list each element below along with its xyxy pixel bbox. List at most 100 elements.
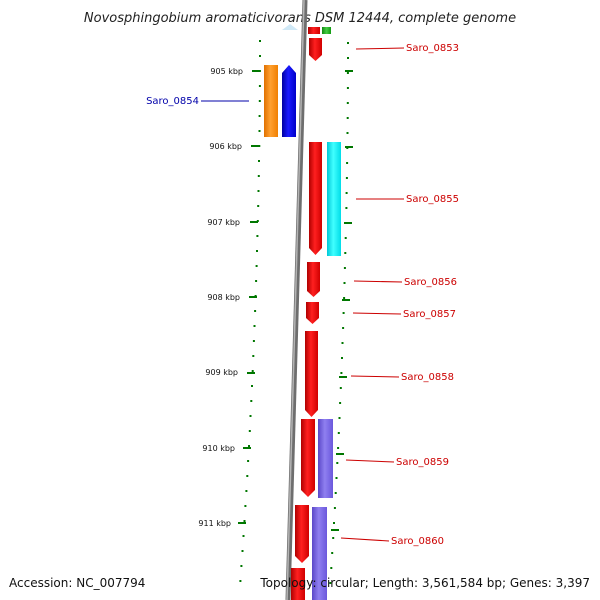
page-title: Novosphingobium aromaticivorans DSM 1244… — [84, 11, 516, 26]
gene-label-saro-0854[interactable]: Saro_0854 — [146, 96, 199, 107]
minor-tick-dot — [343, 297, 346, 299]
tick-label: 906 kbp — [209, 142, 242, 151]
minor-tick-dot — [344, 237, 347, 239]
orange-feature — [264, 65, 278, 137]
minor-tick-dot — [258, 115, 261, 117]
purple-feature-1 — [318, 419, 333, 498]
minor-tick-dot — [333, 522, 335, 524]
minor-tick-dot — [247, 460, 250, 462]
gene-arrow-top — [308, 27, 320, 34]
minor-tick-dot — [330, 567, 333, 569]
minor-tick-dot — [258, 145, 261, 147]
minor-tick-dot — [346, 117, 349, 119]
minor-tick-dot — [256, 235, 259, 237]
minor-tick-dot — [253, 325, 256, 327]
minor-tick-dot — [257, 190, 260, 192]
green-feature — [322, 27, 331, 34]
minor-tick-dot — [250, 400, 253, 402]
minor-tick-dot — [259, 40, 261, 42]
minor-tick-dot — [342, 327, 345, 329]
minor-tick-dot — [243, 520, 246, 522]
leader-line-saro-0858 — [350, 375, 400, 378]
minor-tick-dot — [252, 340, 255, 342]
minor-tick-dot — [258, 160, 260, 162]
minor-tick-dot — [259, 55, 261, 57]
gene-label-saro-0858[interactable]: Saro_0858 — [401, 372, 454, 383]
leader-line-saro-0857 — [352, 312, 402, 315]
feature-marker-top — [282, 24, 298, 30]
cyan-feature — [327, 142, 341, 256]
gene-arrow-saro-0859[interactable] — [301, 419, 315, 497]
accession-text: Accession: NC_007794 — [9, 576, 145, 590]
gene-arrow-saro-0858[interactable] — [305, 331, 318, 417]
topology-text: Topology: circular; Length: 3,561,584 bp… — [259, 576, 590, 590]
gene-label-saro-0853[interactable]: Saro_0853 — [406, 43, 459, 54]
minor-tick-dot — [334, 492, 337, 494]
minor-tick-dot — [244, 505, 247, 507]
minor-tick-dot — [346, 72, 349, 74]
gene-label-saro-0859[interactable]: Saro_0859 — [396, 457, 449, 468]
left-tick-track — [239, 40, 261, 582]
gene-arrow-saro-0853[interactable] — [309, 38, 322, 61]
minor-tick-dot — [336, 462, 339, 464]
minor-tick-dot — [257, 205, 260, 207]
minor-tick-dot — [337, 432, 340, 434]
tick-label: 910 kbp — [202, 444, 235, 453]
minor-tick-dot — [256, 250, 258, 252]
minor-tick-dot — [345, 207, 348, 209]
leader-line-saro-0860 — [340, 537, 390, 542]
minor-tick-dot — [343, 282, 346, 284]
minor-tick-dot — [331, 552, 334, 554]
gene-label-saro-0857[interactable]: Saro_0857 — [403, 309, 456, 320]
minor-tick-dot — [339, 387, 342, 389]
minor-tick-dot — [245, 490, 248, 492]
minor-tick-dot — [345, 177, 348, 179]
minor-tick-dot — [341, 342, 344, 344]
minor-tick-dot — [252, 355, 255, 357]
gene-arrow-saro-0854[interactable] — [282, 65, 296, 137]
gene-arrow-saro-0856[interactable] — [307, 262, 320, 297]
gene-arrow-saro-0855[interactable] — [309, 142, 322, 255]
genome-backbone-highlight — [286, 0, 305, 600]
minor-tick-dot — [251, 370, 254, 372]
minor-tick-dot — [242, 535, 245, 537]
minor-tick-dot — [346, 87, 349, 89]
gene-arrow-saro-0857[interactable] — [306, 302, 319, 324]
tick-label: 909 kbp — [205, 368, 238, 377]
minor-tick-dot — [240, 565, 243, 567]
genome-backbone — [285, 0, 308, 600]
gene-label-saro-0856[interactable]: Saro_0856 — [404, 277, 457, 288]
minor-tick-dot — [258, 100, 261, 102]
leader-line-saro-0859 — [345, 459, 395, 463]
minor-tick-dot — [337, 447, 340, 449]
gene-arrow-bottom — [291, 568, 305, 600]
minor-tick-dot — [339, 402, 342, 404]
minor-tick-dot — [255, 265, 258, 267]
tick-label: 908 kbp — [207, 293, 240, 302]
tick-label: 911 kbp — [198, 519, 231, 528]
minor-tick-dot — [347, 42, 349, 44]
minor-tick-dot — [255, 280, 258, 282]
minor-tick-dot — [248, 445, 250, 447]
gene-label-saro-0860[interactable]: Saro_0860 — [391, 536, 444, 547]
minor-tick-dot — [332, 537, 335, 539]
minor-tick-dot — [338, 417, 341, 419]
gene-label-saro-0855[interactable]: Saro_0855 — [406, 194, 459, 205]
leader-line-saro-0856 — [353, 280, 403, 283]
minor-tick-dot — [258, 130, 261, 132]
minor-tick-dot — [340, 372, 343, 374]
leader-line-saro-0853 — [355, 47, 405, 50]
minor-tick-dot — [239, 580, 242, 582]
minor-tick-dot — [344, 252, 347, 254]
gene-arrow-saro-0860[interactable] — [295, 505, 309, 563]
minor-tick-dot — [329, 582, 332, 584]
minor-tick-dot — [345, 192, 348, 194]
minor-tick-dot — [342, 312, 345, 314]
minor-tick-dot — [335, 477, 338, 479]
minor-tick-dot — [254, 310, 257, 312]
minor-tick-dot — [249, 415, 252, 417]
minor-tick-dot — [257, 175, 260, 177]
right-tick-track — [329, 42, 349, 584]
tick-label: 907 kbp — [207, 218, 240, 227]
